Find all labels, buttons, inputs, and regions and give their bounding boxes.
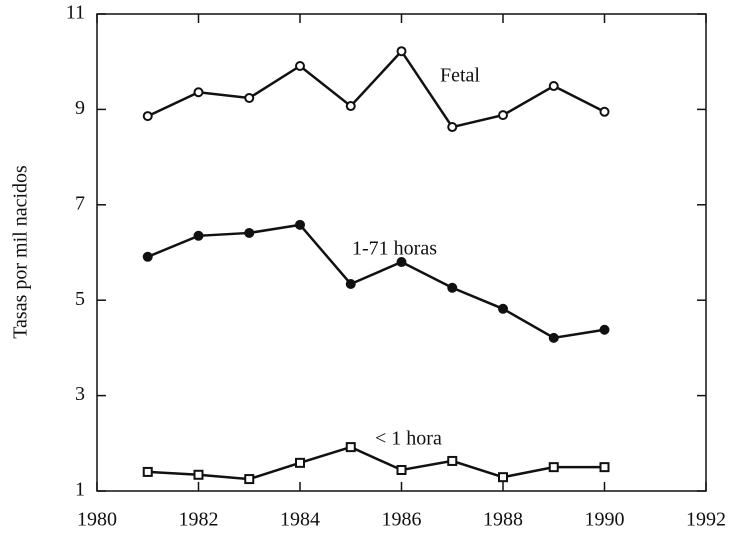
marker: [244, 227, 255, 238]
marker: [447, 282, 458, 293]
marker: [396, 257, 407, 268]
series-label: Fetal: [440, 65, 480, 87]
marker: [447, 455, 458, 466]
x-tick-label: 1990: [585, 509, 625, 531]
marker: [447, 122, 458, 133]
series-label: 1-71 horas: [352, 238, 437, 260]
marker: [599, 106, 610, 117]
y-tick-label: 1: [75, 479, 85, 501]
marker: [244, 474, 255, 485]
marker: [193, 469, 204, 480]
marker: [599, 324, 610, 335]
marker: [498, 472, 508, 483]
marker: [142, 251, 153, 262]
x-tick-label: 1992: [686, 509, 726, 531]
marker: [345, 442, 356, 453]
x-tick-label: 1988: [483, 509, 523, 531]
marker: [498, 110, 508, 121]
x-tick-label: 1982: [179, 509, 219, 531]
marker: [295, 60, 305, 71]
marker: [396, 46, 407, 57]
y-tick-label: 5: [75, 288, 85, 310]
marker: [548, 462, 559, 473]
marker: [548, 332, 559, 343]
x-tick-label: 1980: [77, 509, 117, 531]
series-line: [147, 445, 605, 481]
y-tick-label: 7: [75, 192, 85, 214]
marker: [345, 101, 356, 112]
marker: [142, 466, 153, 477]
y-tick-label: 11: [66, 2, 85, 24]
marker: [498, 303, 508, 314]
y-tick-label: 3: [75, 383, 85, 405]
x-tick-label: 1986: [382, 509, 422, 531]
x-tick-label: 1984: [280, 509, 320, 531]
marker: [295, 457, 305, 468]
y-axis-label: Tasas por mil nacidos: [10, 165, 32, 339]
marker: [345, 278, 356, 289]
marker: [193, 87, 204, 98]
marker: [244, 92, 255, 103]
marker: [599, 462, 610, 473]
marker: [295, 219, 305, 230]
marker: [193, 230, 204, 241]
series-label: < 1 hora: [375, 428, 442, 450]
marker: [142, 111, 153, 122]
marker: [548, 81, 559, 92]
marker: [396, 465, 407, 476]
series-line: [147, 223, 605, 340]
series-line: [147, 49, 606, 129]
y-tick-label: 9: [75, 97, 85, 119]
